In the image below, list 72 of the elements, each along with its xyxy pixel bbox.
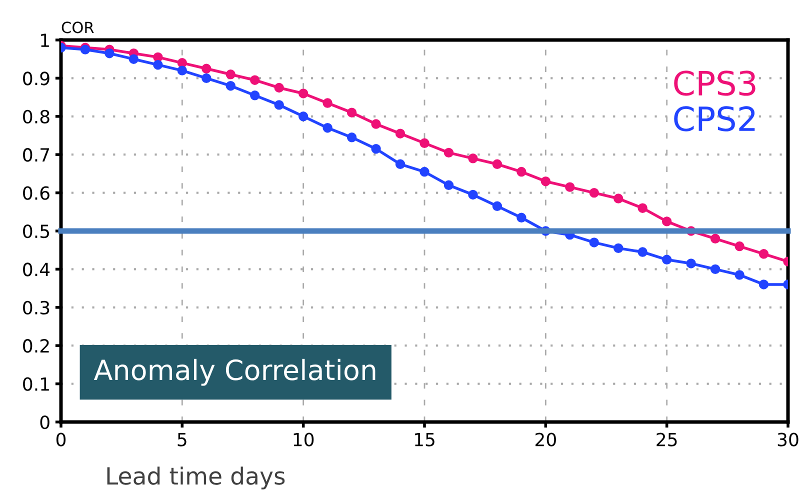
point bbox=[226, 80, 236, 91]
x-tick-label: 20 bbox=[536, 432, 556, 446]
y-tick-label: 0.8 bbox=[23, 110, 50, 124]
point bbox=[614, 194, 624, 204]
point bbox=[420, 138, 430, 148]
point bbox=[638, 203, 648, 213]
x-tick-label: 5 bbox=[178, 432, 186, 446]
y-tick-label: 0.9 bbox=[23, 72, 50, 86]
x-tick-label: 30 bbox=[778, 432, 798, 446]
point bbox=[614, 243, 624, 254]
point bbox=[202, 73, 212, 84]
y-tick-label: 0.2 bbox=[23, 339, 49, 353]
point bbox=[468, 154, 478, 164]
annotation: Anomaly Correlation bbox=[94, 358, 376, 386]
point bbox=[298, 88, 308, 98]
point bbox=[371, 144, 381, 154]
y-tick-label: 0.3 bbox=[23, 300, 50, 315]
point bbox=[444, 180, 454, 190]
point bbox=[589, 238, 599, 248]
text: CPS3 bbox=[674, 70, 756, 96]
x-tick-label: 0 bbox=[56, 432, 66, 446]
point bbox=[274, 100, 284, 110]
point bbox=[734, 270, 744, 280]
y-tick-label: 1 bbox=[41, 34, 49, 47]
point bbox=[468, 190, 478, 200]
y-tick-label: 0.6 bbox=[23, 186, 50, 200]
y-tick-label: 0.1 bbox=[23, 377, 49, 391]
point bbox=[153, 60, 163, 70]
point bbox=[322, 98, 332, 108]
y-axis-title: COR bbox=[62, 22, 94, 34]
point bbox=[395, 159, 406, 170]
point bbox=[346, 132, 357, 142]
y-tick-label: 0 bbox=[40, 415, 50, 430]
x-tick-label: 10 bbox=[294, 432, 314, 446]
point bbox=[395, 128, 406, 138]
point bbox=[516, 212, 526, 222]
point bbox=[274, 82, 284, 93]
point bbox=[492, 201, 502, 212]
x-axis-title: Lead time days bbox=[107, 466, 285, 490]
y-tick-label: 0.7 bbox=[23, 148, 50, 162]
point bbox=[565, 182, 575, 192]
point bbox=[298, 112, 308, 122]
point bbox=[710, 234, 720, 244]
point bbox=[226, 70, 236, 80]
point bbox=[589, 188, 599, 198]
point bbox=[128, 54, 139, 64]
point bbox=[662, 216, 672, 226]
point bbox=[662, 254, 672, 265]
point bbox=[104, 48, 114, 58]
y-tick-label: 0.4 bbox=[23, 262, 50, 276]
point bbox=[758, 249, 769, 259]
y-tick-label: 0.5 bbox=[23, 224, 50, 238]
point bbox=[177, 66, 188, 76]
text: CPS2 bbox=[674, 106, 755, 132]
point bbox=[540, 176, 551, 186]
point bbox=[250, 90, 260, 100]
point bbox=[371, 119, 381, 129]
point bbox=[322, 123, 332, 133]
point bbox=[250, 75, 260, 85]
point bbox=[734, 241, 744, 252]
x-tick-label: 25 bbox=[656, 432, 677, 446]
point bbox=[686, 258, 696, 268]
point bbox=[638, 247, 648, 257]
point bbox=[758, 280, 769, 290]
point bbox=[202, 64, 212, 74]
point bbox=[492, 159, 502, 170]
point bbox=[444, 148, 454, 158]
point bbox=[346, 108, 357, 118]
point bbox=[420, 166, 430, 177]
point bbox=[516, 166, 526, 177]
point bbox=[710, 264, 720, 274]
x-tick-label: 15 bbox=[414, 432, 434, 446]
